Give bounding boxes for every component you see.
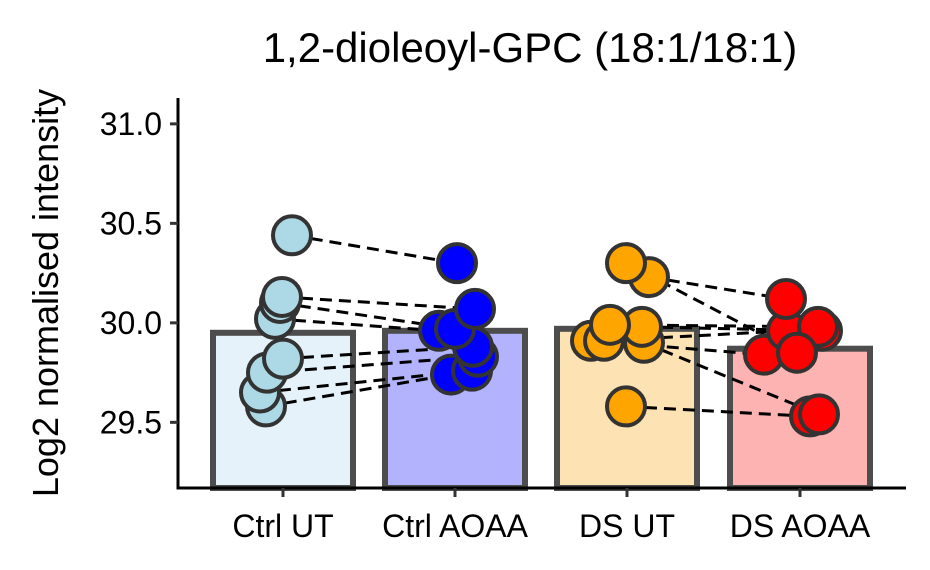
point-ds-aoaa-6 xyxy=(765,277,807,320)
pair-line-9 xyxy=(643,341,820,416)
pair-line-7 xyxy=(291,233,458,265)
y-tick-label-0: 29.5 xyxy=(100,404,162,440)
point-ctrl-aoaa-6 xyxy=(454,287,496,330)
x-ticks-layer: Ctrl UT Ctrl AOAA DS UT DS AOAA xyxy=(232,488,871,544)
pair-line-8 xyxy=(625,404,811,418)
x-tick-label-1: Ctrl AOAA xyxy=(382,508,528,544)
point-ds-ut-7 xyxy=(605,242,647,285)
point-ds-aoaa-7 xyxy=(776,331,818,374)
y-axis-label: Log2 normalised intensity xyxy=(25,89,66,497)
pair-line-4 xyxy=(274,317,440,333)
y-ticks-layer: 29.5 30.0 30.5 31.0 xyxy=(100,106,178,440)
y-tick-label-2: 30.5 xyxy=(100,205,162,241)
y-tick-label-1: 30.0 xyxy=(100,305,162,341)
pair-line-6 xyxy=(281,295,476,311)
point-ds-aoaa-1 xyxy=(798,393,840,436)
chart-title: 1,2-dioleoyl-GPC (18:1/18:1) xyxy=(263,24,798,71)
pair-line-12 xyxy=(641,325,823,333)
x-tick-label-0: Ctrl UT xyxy=(232,508,333,544)
pair-line-14 xyxy=(648,275,787,301)
point-ctrl-ut-7 xyxy=(271,214,313,257)
pair-line-5 xyxy=(279,301,456,331)
x-tick-label-3: DS AOAA xyxy=(730,508,871,544)
point-ctrl-ut-3 xyxy=(262,337,304,380)
y-tick-label-3: 31.0 xyxy=(100,106,162,142)
point-ds-ut-0 xyxy=(605,385,647,428)
point-ctrl-ut-6 xyxy=(261,275,303,318)
point-ds-ut-5 xyxy=(589,303,631,346)
point-ctrl-aoaa-7 xyxy=(436,242,478,285)
pair-line-0 xyxy=(265,373,452,408)
x-tick-label-2: DS UT xyxy=(579,508,675,544)
points-layer xyxy=(239,214,843,438)
